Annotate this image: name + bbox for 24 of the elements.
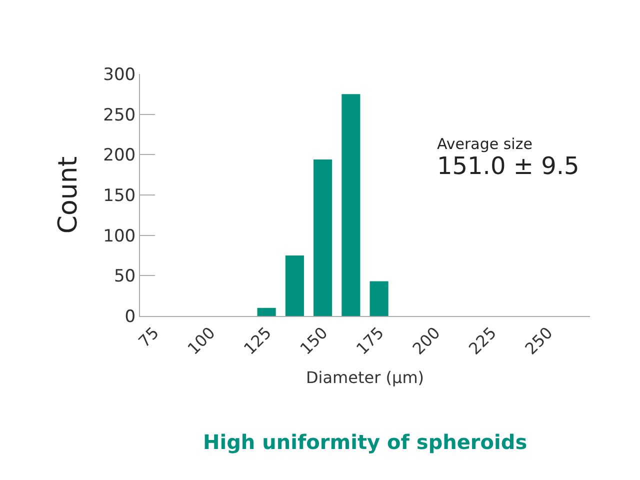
x-tick-label: 75 xyxy=(134,323,163,352)
y-tick-label: 300 xyxy=(103,64,136,85)
x-tick-label: 250 xyxy=(521,323,556,358)
bar xyxy=(370,281,388,316)
x-tick-label: 100 xyxy=(184,323,219,358)
y-tick-label: 100 xyxy=(103,226,136,246)
y-tick-label: 150 xyxy=(103,186,136,206)
bar xyxy=(342,94,360,316)
annotation: Average size xyxy=(437,135,532,153)
x-axis-title: Diameter (μm) xyxy=(306,368,424,387)
y-tick-label: 50 xyxy=(114,266,136,287)
y-axis-title: Count xyxy=(54,156,84,234)
y-tick-label: 0 xyxy=(124,306,136,327)
bar xyxy=(257,308,276,316)
x-tick-label: 175 xyxy=(352,323,388,358)
x-tick-label: 150 xyxy=(296,323,332,358)
x-tick-label: 200 xyxy=(408,323,444,358)
bar xyxy=(314,160,332,316)
text: High uniformity of spheroids xyxy=(203,430,528,454)
y-tick-label: 250 xyxy=(103,105,136,126)
bar xyxy=(285,256,304,316)
y-tick-label: 200 xyxy=(103,146,136,166)
x-tick-label: 125 xyxy=(240,323,276,358)
annotation: 151.0 ± 9.5 xyxy=(437,152,580,180)
